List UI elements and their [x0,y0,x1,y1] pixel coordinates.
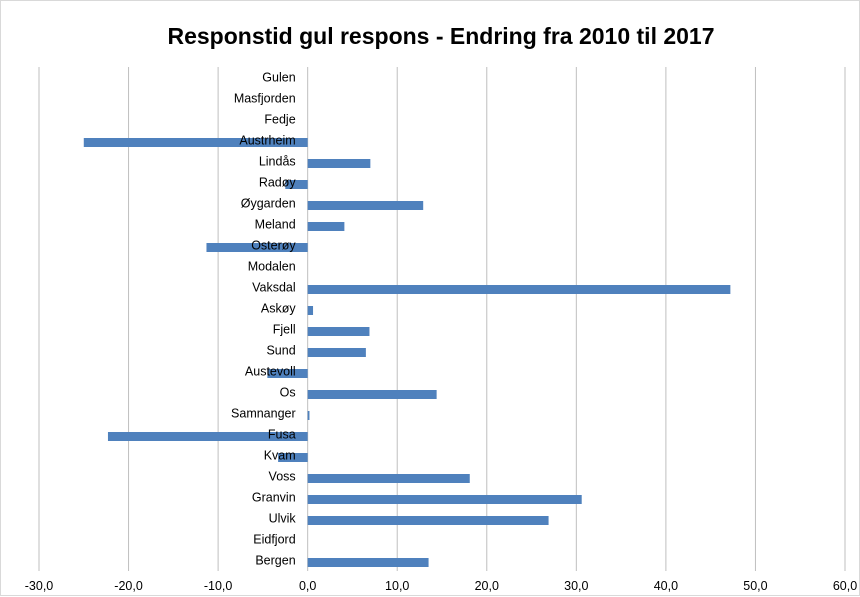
bar-fjell [307,327,370,336]
bar-austevoll [267,369,308,378]
category-label: Os [280,386,296,400]
x-tick-label: 30,0 [564,579,588,593]
category-label: Austrheim [239,134,295,148]
category-label: Fedje [264,113,295,127]
grid-lines [38,67,846,571]
category-label: Ulvik [269,512,297,526]
category-label: Austevoll [245,365,296,379]
category-label: Lindås [259,155,296,169]
category-label: Askøy [261,302,296,316]
bar-voss [307,474,470,483]
category-label: Radøy [259,176,297,190]
x-tick-label: -10,0 [204,579,233,593]
bars [83,138,731,567]
x-tick-label: 10,0 [385,579,409,593]
chart-title: Responstid gul respons - Endring fra 201… [167,23,714,49]
category-label: Eidfjord [253,533,295,547]
category-label: Vaksdal [252,281,296,295]
bar-samnanger [307,411,310,420]
category-label: Sund [266,344,295,358]
category-label: Fusa [268,428,296,442]
category-label: Kvam [264,449,296,463]
category-label: Modalen [248,260,296,274]
bar-kvam [278,453,308,462]
bar-meland [307,222,345,231]
bar-lindås [307,159,371,168]
x-tick-label: -20,0 [114,579,143,593]
category-label: Fjell [273,323,296,337]
category-label: Granvin [252,491,296,505]
bar-askøy [307,306,314,315]
bar-granvin [307,495,582,504]
category-label: Osterøy [251,239,296,253]
bar-ulvik [307,516,549,525]
category-label: Meland [255,218,296,232]
category-label: Samnanger [231,407,296,421]
x-tick-label: 40,0 [654,579,678,593]
bar-osterøy [206,243,308,252]
category-label: Masfjorden [234,92,296,106]
x-tick-label: 20,0 [475,579,499,593]
category-label: Øygarden [241,197,296,211]
category-label: Bergen [255,554,295,568]
x-tick-label: -30,0 [25,579,54,593]
bar-fusa [107,432,308,441]
bar-os [307,390,437,399]
category-labels: Gulen Masfjorden Fedje Austrheim Lindås Radøy… [231,71,296,568]
bar-øygarden [307,201,424,210]
x-tick-labels: -30,0 -20,0 -10,0 0,0 10,0 20,0 30,0 40,0 50,0 60… [25,579,857,593]
x-tick-label: 0,0 [299,579,316,593]
bar-radøy [285,180,308,189]
bar-vaksdal [307,285,731,294]
category-label: Gulen [262,71,295,85]
category-label: Voss [269,470,296,484]
x-tick-label: 60,0 [833,579,857,593]
bar-bergen [307,558,429,567]
bar-sund [307,348,366,357]
bar-austrheim [83,138,308,147]
x-tick-label: 50,0 [743,579,767,593]
